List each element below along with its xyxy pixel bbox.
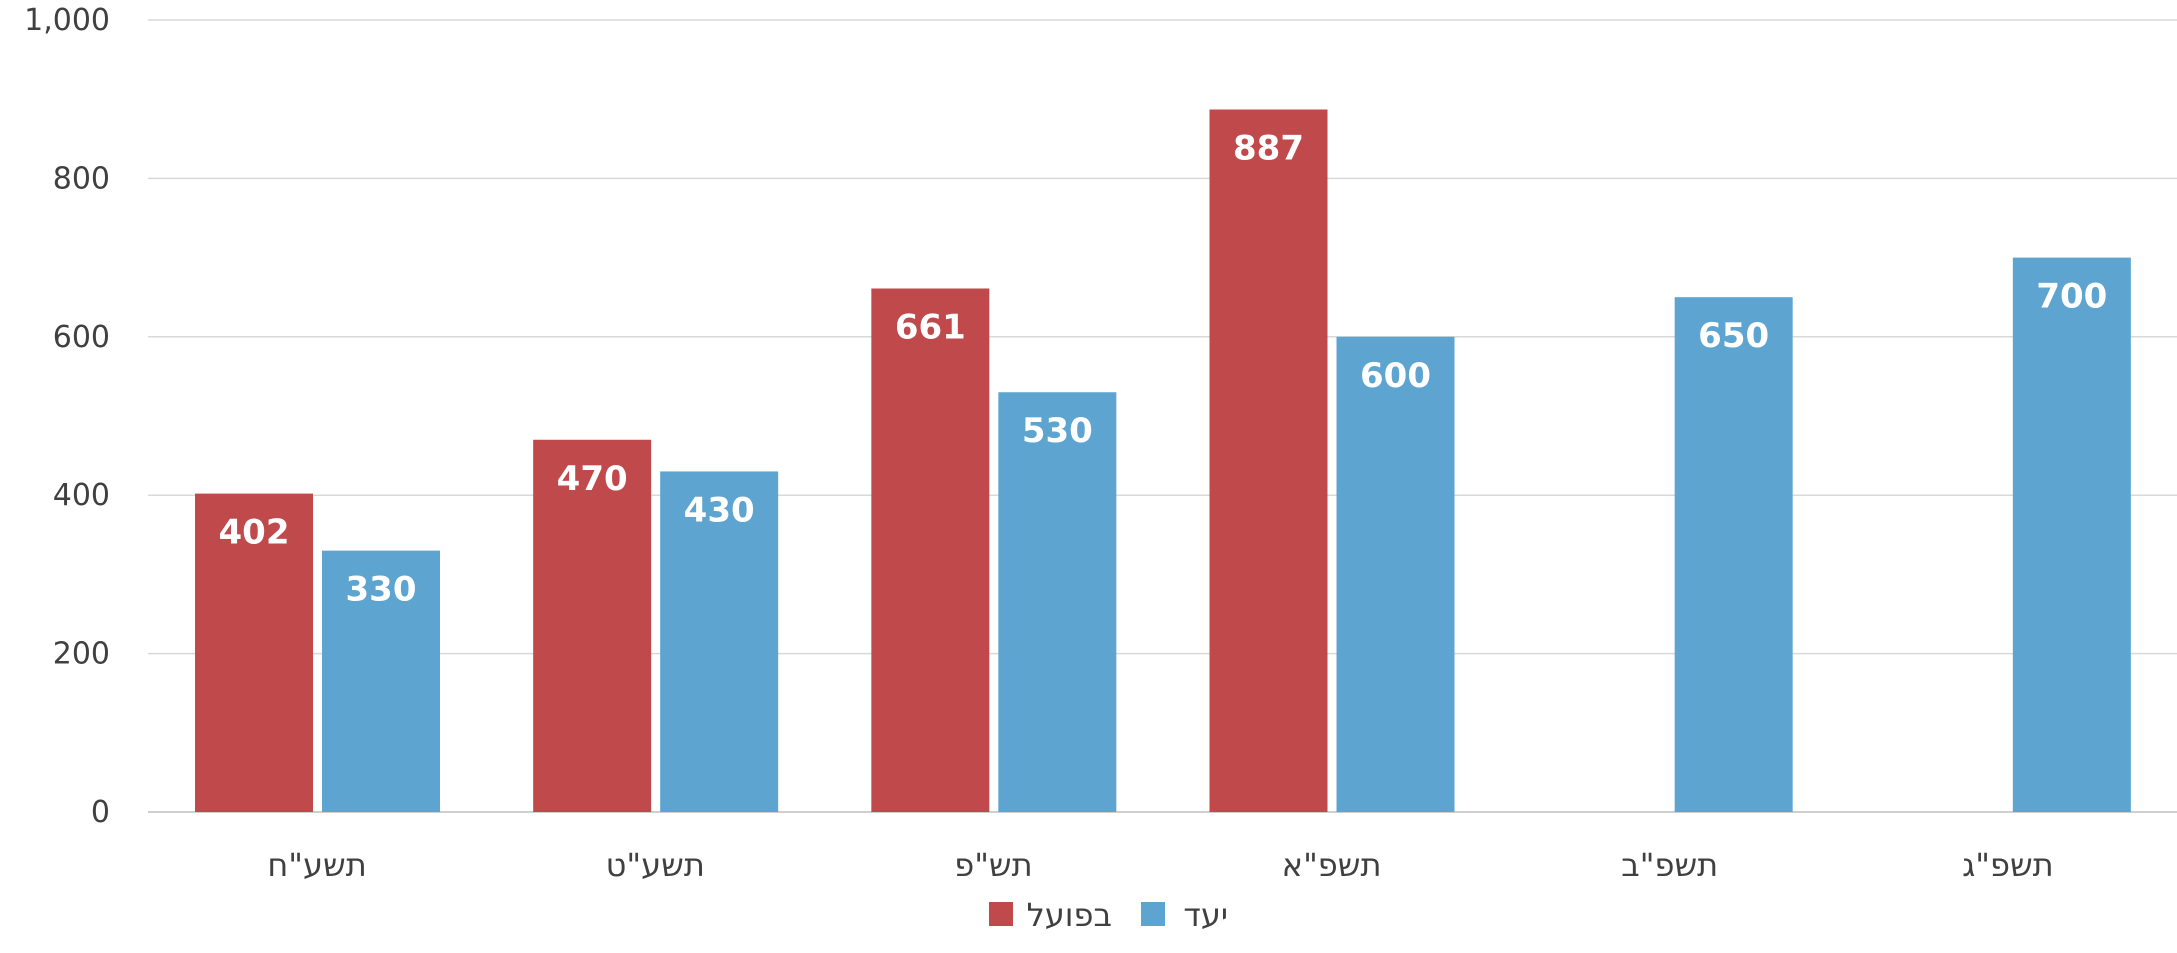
data-label: 470: [557, 459, 628, 499]
x-category-label: תשפ"ב: [1621, 846, 1718, 884]
y-tick-label: 1,000: [24, 3, 110, 38]
bar: [871, 288, 990, 812]
bar: [1209, 109, 1328, 813]
legend-label: בפועל: [1027, 896, 1112, 934]
bar: [2012, 257, 2131, 813]
x-category-label: תשע"ח: [267, 846, 366, 884]
x-category-label: תשפ"א: [1282, 846, 1382, 884]
data-label: 600: [1360, 356, 1431, 396]
x-axis: תשע"ח תשע"ט תש"פ תשפ"א תשפ"ב תשפ"ג: [267, 846, 2053, 884]
bars: [195, 109, 2131, 813]
data-label: 402: [219, 513, 290, 553]
data-label: 430: [684, 490, 755, 530]
data-label: 661: [895, 307, 966, 347]
bar: [660, 471, 779, 812]
bar: [195, 493, 313, 812]
x-category-label: תשע"ט: [606, 846, 705, 884]
gridlines: [148, 19, 2177, 813]
y-tick-label: 200: [53, 637, 110, 672]
bar: [533, 439, 652, 812]
bar: [998, 392, 1117, 812]
data-label: 887: [1233, 128, 1304, 168]
data-label: 700: [2036, 277, 2107, 317]
y-tick-label: 600: [53, 320, 110, 355]
bar: [1336, 336, 1455, 812]
y-tick-label: 800: [53, 161, 110, 196]
data-label: 650: [1698, 316, 1769, 356]
bar: [1674, 297, 1793, 812]
data-label: 530: [1022, 411, 1093, 451]
legend: בפועל יעד: [989, 896, 1228, 934]
bar: [322, 550, 440, 812]
data-label: 330: [346, 570, 417, 610]
data-labels: 402 330 470 430 661 530 887 600 650 700: [219, 128, 2108, 609]
legend-swatch: [989, 902, 1013, 926]
legend-swatch: [1141, 902, 1165, 926]
y-tick-label: 0: [91, 795, 110, 830]
y-tick-label: 400: [53, 478, 110, 513]
legend-label: יעד: [1183, 896, 1228, 934]
x-category-label: תש"פ: [954, 846, 1032, 884]
x-category-label: תשפ"ג: [1962, 846, 2054, 884]
y-axis: 0 200 400 600 800 1,000: [24, 3, 110, 830]
